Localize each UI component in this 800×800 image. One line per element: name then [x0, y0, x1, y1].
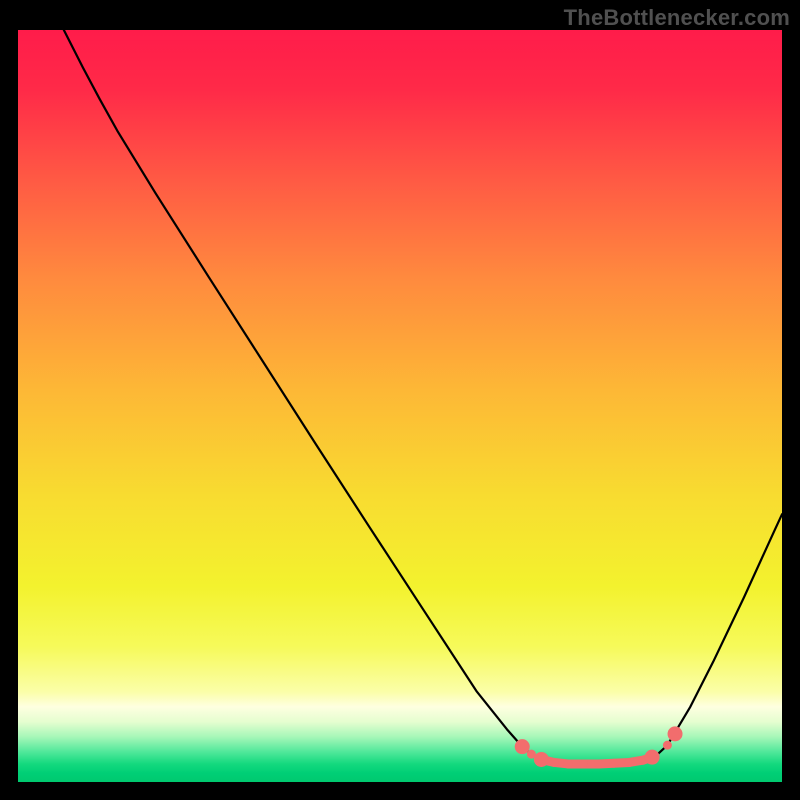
- highlight-marker: [550, 758, 559, 767]
- highlight-marker: [594, 759, 603, 768]
- plot-background: [18, 30, 782, 782]
- highlight-marker: [579, 759, 588, 768]
- highlight-marker: [609, 759, 618, 768]
- highlight-marker: [625, 758, 634, 767]
- bottleneck-chart: [0, 0, 800, 800]
- highlight-marker: [645, 750, 660, 765]
- watermark-label: TheBottlenecker.com: [564, 5, 790, 31]
- highlight-marker: [564, 759, 573, 768]
- highlight-marker: [534, 752, 549, 767]
- highlight-marker: [668, 726, 683, 741]
- highlight-marker: [663, 741, 672, 750]
- highlight-marker: [515, 739, 530, 754]
- chart-root: TheBottlenecker.com: [0, 0, 800, 800]
